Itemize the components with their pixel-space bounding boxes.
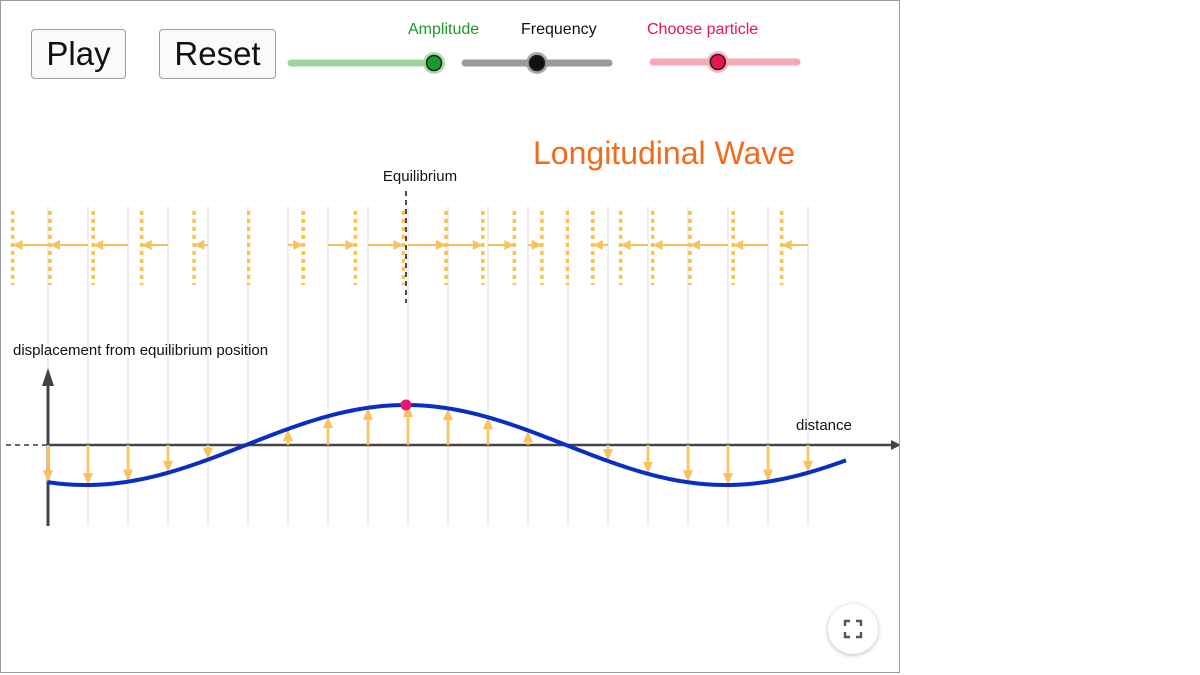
displacement-arrowhead	[43, 470, 53, 483]
particle-arrow-head	[781, 240, 792, 250]
displacement-arrowhead	[363, 407, 373, 420]
particle-arrow-head	[620, 240, 631, 250]
particle-arrow-head	[435, 240, 446, 250]
particle-arrow-head	[93, 240, 104, 250]
particle-arrow-head	[345, 240, 356, 250]
reset-button[interactable]: Reset	[159, 29, 276, 79]
fullscreen-button[interactable]	[828, 604, 878, 654]
amplitude-slider-knob[interactable]	[425, 54, 443, 72]
displacement-arrowhead	[483, 417, 493, 430]
displacement-arrowhead	[163, 460, 173, 473]
app-frame: Equilibrium displacement from equilibriu…	[0, 0, 900, 673]
particle-arrow-head	[531, 240, 542, 250]
displacement-arrowhead	[443, 408, 453, 421]
x-axis-arrowhead	[891, 440, 899, 450]
displacement-arrowhead	[83, 472, 93, 485]
frequency-label: Frequency	[521, 21, 597, 38]
particle-slider-knob[interactable]	[709, 53, 727, 71]
choose-particle-label: Choose particle	[647, 21, 759, 38]
displacement-arrowhead	[523, 430, 533, 443]
play-button[interactable]: Play	[31, 29, 126, 79]
displacement-arrowhead	[123, 469, 133, 482]
particle-arrow-head	[652, 240, 663, 250]
fullscreen-icon	[843, 619, 863, 639]
amplitude-label: Amplitude	[408, 21, 480, 38]
displacement-arrowhead	[203, 447, 213, 460]
wave-curve	[47, 402, 847, 488]
wave-scene: Equilibrium displacement from equilibriu…	[6, 51, 899, 526]
particle-arrow-head	[592, 240, 603, 250]
displacement-arrowhead	[283, 428, 293, 441]
particle-arrow-head	[12, 240, 23, 250]
x-axis-label: distance	[796, 417, 852, 434]
equilibrium-label: Equilibrium	[383, 168, 457, 185]
particle-arrow-head	[393, 240, 404, 250]
particle-arrow-head	[733, 240, 744, 250]
displacement-arrowhead	[603, 449, 613, 462]
wave-title: Longitudinal Wave	[533, 135, 796, 171]
particle-arrow-head	[293, 240, 304, 250]
displacement-arrowhead	[683, 470, 693, 483]
displacement-arrowhead	[323, 416, 333, 429]
particle-arrow-head	[194, 240, 205, 250]
selected-point	[400, 399, 412, 411]
y-axis-label: displacement from equilibrium position	[13, 342, 268, 359]
displacement-arrowhead	[763, 469, 773, 482]
particle-arrow-head	[472, 240, 483, 250]
particle-arrow-head	[141, 240, 152, 250]
frequency-slider-knob[interactable]	[528, 54, 546, 72]
y-axis-arrowhead	[42, 368, 54, 386]
displacement-arrowhead	[643, 461, 653, 474]
displacement-arrowhead	[403, 405, 413, 418]
displacement-arrowhead	[723, 472, 733, 485]
particle-arrow-head	[690, 240, 701, 250]
displacement-arrowhead	[803, 460, 813, 473]
particle-arrow-head	[504, 240, 515, 250]
particle-arrow-head	[50, 240, 61, 250]
